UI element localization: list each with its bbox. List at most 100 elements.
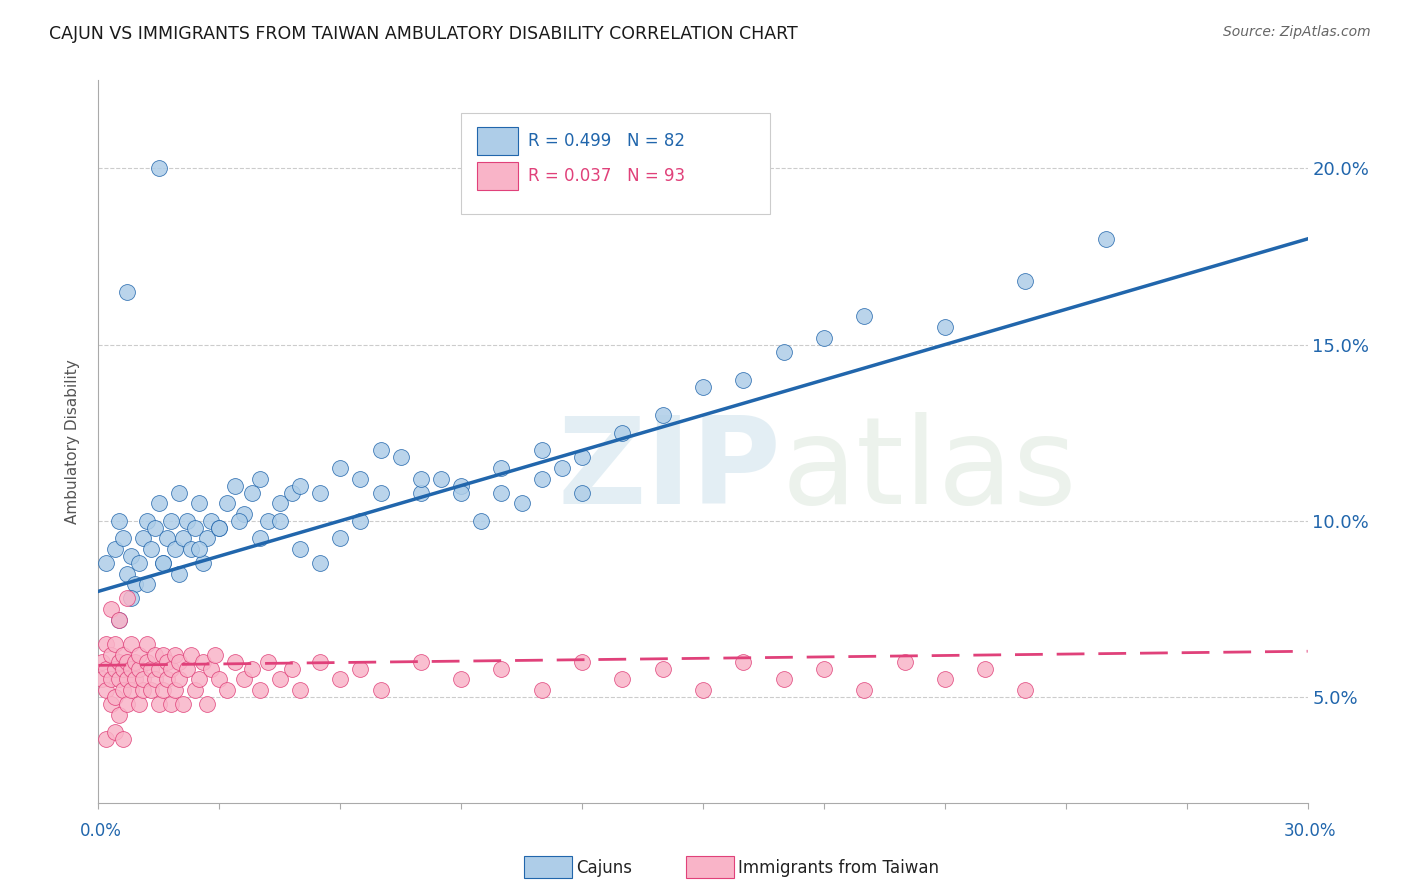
- Point: [329, 673, 352, 687]
- Point: [269, 514, 291, 528]
- Point: [200, 662, 222, 676]
- Point: [103, 542, 125, 557]
- Point: [135, 637, 157, 651]
- Point: [450, 673, 472, 687]
- Point: [281, 662, 304, 676]
- Point: [228, 514, 250, 528]
- Point: [172, 532, 194, 546]
- Point: [409, 655, 432, 669]
- Point: [370, 683, 392, 698]
- Point: [450, 478, 472, 492]
- Point: [120, 662, 142, 676]
- Point: [148, 496, 170, 510]
- Point: [349, 514, 371, 528]
- Point: [571, 450, 593, 465]
- Point: [143, 673, 166, 687]
- Point: [692, 683, 714, 698]
- Point: [491, 662, 513, 676]
- Point: [148, 697, 170, 711]
- Point: [772, 344, 794, 359]
- Point: [204, 648, 226, 662]
- Point: [180, 542, 202, 557]
- Point: [491, 485, 513, 500]
- Y-axis label: Ambulatory Disability: Ambulatory Disability: [65, 359, 80, 524]
- Point: [430, 471, 453, 485]
- Point: [135, 577, 157, 591]
- Point: [156, 673, 179, 687]
- Point: [96, 556, 118, 570]
- Point: [193, 556, 215, 570]
- Point: [163, 683, 186, 698]
- Point: [551, 461, 574, 475]
- Point: [124, 655, 146, 669]
- Text: R = 0.499   N = 82: R = 0.499 N = 82: [527, 132, 685, 150]
- Point: [893, 655, 915, 669]
- Point: [152, 556, 174, 570]
- Point: [115, 655, 138, 669]
- Point: [281, 485, 304, 500]
- Point: [156, 655, 179, 669]
- Point: [269, 496, 291, 510]
- Point: [974, 662, 997, 676]
- Point: [115, 697, 138, 711]
- Point: [772, 673, 794, 687]
- Point: [1014, 274, 1036, 288]
- Point: [120, 637, 142, 651]
- Point: [389, 450, 412, 465]
- Point: [571, 655, 593, 669]
- Point: [143, 648, 166, 662]
- Point: [208, 521, 231, 535]
- Point: [571, 485, 593, 500]
- Point: [934, 320, 956, 334]
- Point: [450, 485, 472, 500]
- Point: [370, 443, 392, 458]
- Point: [934, 673, 956, 687]
- Point: [111, 532, 134, 546]
- Point: [100, 648, 122, 662]
- Point: [107, 514, 129, 528]
- Point: [217, 683, 239, 698]
- Point: [224, 478, 246, 492]
- Point: [124, 673, 146, 687]
- Point: [249, 683, 271, 698]
- Point: [96, 637, 118, 651]
- Point: [309, 485, 332, 500]
- Point: [103, 725, 125, 739]
- Point: [1095, 232, 1118, 246]
- Text: 0.0%: 0.0%: [80, 822, 122, 840]
- Point: [167, 566, 190, 581]
- Point: [249, 532, 271, 546]
- Point: [139, 683, 162, 698]
- Point: [240, 662, 263, 676]
- Point: [91, 655, 114, 669]
- Point: [139, 662, 162, 676]
- Point: [128, 697, 150, 711]
- Point: [176, 662, 198, 676]
- Point: [167, 485, 190, 500]
- Point: [651, 408, 673, 422]
- Point: [132, 532, 155, 546]
- Point: [195, 532, 218, 546]
- Point: [111, 732, 134, 747]
- Point: [200, 514, 222, 528]
- Point: [180, 648, 202, 662]
- Point: [813, 662, 835, 676]
- Point: [91, 673, 114, 687]
- Point: [853, 310, 876, 324]
- Point: [208, 673, 231, 687]
- Text: CAJUN VS IMMIGRANTS FROM TAIWAN AMBULATORY DISABILITY CORRELATION CHART: CAJUN VS IMMIGRANTS FROM TAIWAN AMBULATO…: [49, 25, 799, 43]
- Point: [612, 425, 634, 440]
- Point: [349, 662, 371, 676]
- Point: [128, 662, 150, 676]
- FancyBboxPatch shape: [461, 112, 769, 214]
- Point: [148, 662, 170, 676]
- Point: [813, 330, 835, 344]
- Point: [530, 471, 553, 485]
- Point: [132, 683, 155, 698]
- Point: [188, 673, 211, 687]
- Point: [329, 461, 352, 475]
- Point: [530, 683, 553, 698]
- Point: [160, 514, 183, 528]
- Point: [103, 662, 125, 676]
- Point: [240, 485, 263, 500]
